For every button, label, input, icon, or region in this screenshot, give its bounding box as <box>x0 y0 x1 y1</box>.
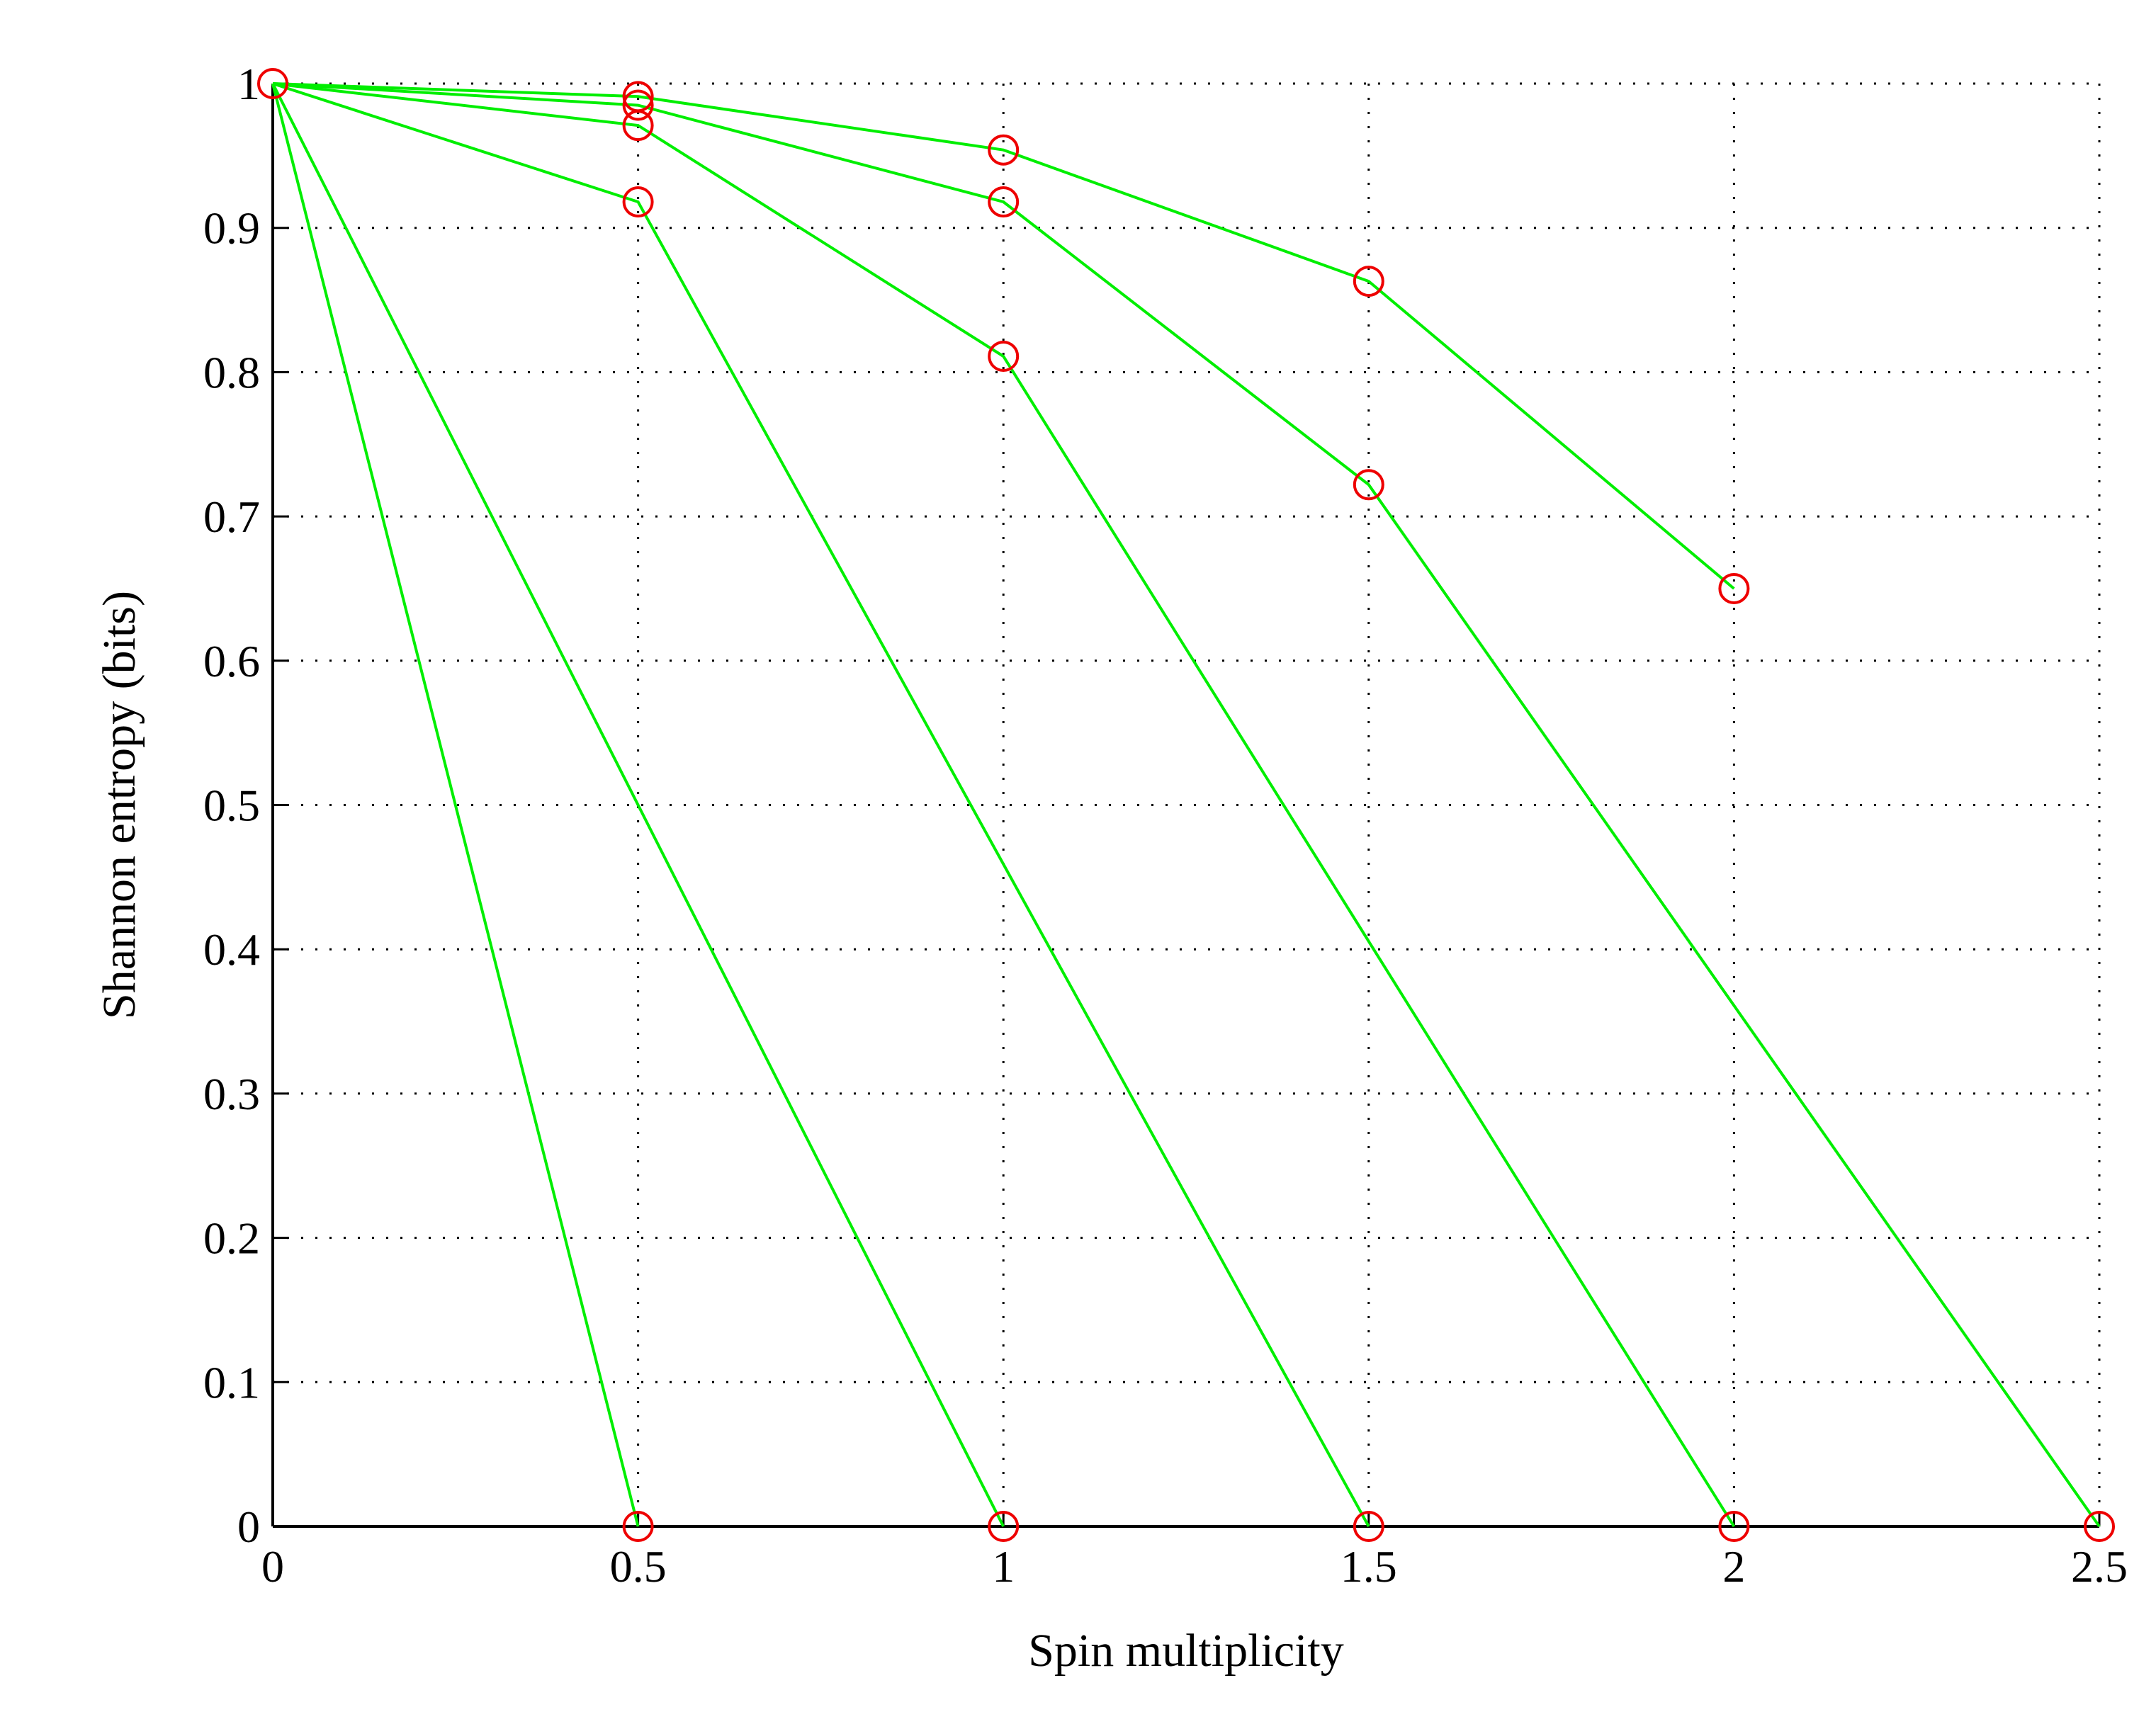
data-markers <box>257 68 2115 1542</box>
series-line-6 <box>271 83 640 1527</box>
y-tick-label: 0.9 <box>203 203 260 254</box>
y-tick-label: 0 <box>237 1502 260 1552</box>
data-point-marker <box>1718 1511 1750 1542</box>
series-line-5 <box>272 82 1735 590</box>
series-lines <box>271 82 2101 1528</box>
y-tick-label: 0.5 <box>203 781 260 831</box>
data-point-marker <box>1353 1511 1384 1542</box>
y-tick-label: 0.8 <box>203 347 260 397</box>
x-tick-label: 0.5 <box>610 1541 667 1592</box>
series-line-1 <box>271 83 1005 1527</box>
data-point-marker <box>257 68 288 99</box>
data-point-marker <box>988 134 1020 166</box>
data-point-marker <box>622 186 654 218</box>
data-point-marker <box>622 81 654 113</box>
x-tick-label: 0 <box>261 1541 284 1592</box>
y-tick-label: 0.4 <box>203 924 260 975</box>
x-tick-label: 2 <box>1722 1541 1745 1592</box>
data-point-marker <box>988 186 1020 218</box>
y-tick-label: 0.1 <box>203 1357 260 1407</box>
x-tick-label: 1.5 <box>1341 1541 1397 1592</box>
y-tick-label: 0.3 <box>203 1069 260 1119</box>
data-point-marker <box>988 1511 1020 1542</box>
tick-labels: 0 0.5 1 1.5 2 2.5 0 0.1 0.2 0.3 0.4 0.5 0.6 0.7 0.8 0.9… <box>203 59 2128 1592</box>
y-tick-label: 0.2 <box>203 1213 260 1264</box>
data-point-marker <box>988 340 1020 372</box>
y-tick-label: 0.6 <box>203 636 260 686</box>
x-tick-label: 1 <box>992 1541 1015 1592</box>
x-tick-label: 2.5 <box>2071 1541 2128 1592</box>
y-tick-label: 0.7 <box>203 492 260 542</box>
data-point-marker <box>1353 469 1384 501</box>
y-tick-label: 1 <box>237 59 260 109</box>
series-line-2 <box>272 82 1370 1527</box>
data-point-marker <box>622 1511 654 1542</box>
data-point-marker <box>1353 266 1384 297</box>
x-axis-label: Spin multiplicity <box>1028 1625 1344 1677</box>
data-point-marker <box>2084 1511 2115 1542</box>
series-line-3 <box>272 82 1736 1528</box>
y-axis-label: Shannon entropy (bits) <box>94 591 145 1019</box>
data-point-marker <box>1718 572 1750 604</box>
data-point-marker <box>622 89 654 121</box>
series-line-4 <box>272 82 2101 1528</box>
